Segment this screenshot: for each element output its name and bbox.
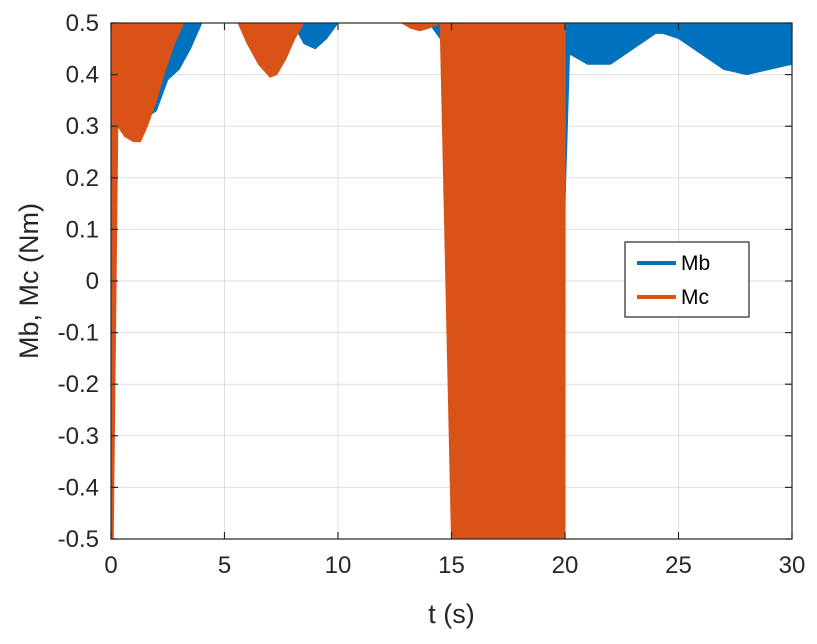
- y-axis-title: Mb, Mc (Nm): [14, 203, 44, 359]
- y-tick-label: -0.3: [58, 423, 99, 450]
- x-tick-label: 30: [779, 552, 806, 579]
- x-tick-label: 10: [325, 552, 352, 579]
- y-tick-label: -0.1: [58, 320, 99, 347]
- y-tick-label: 0.1: [66, 216, 99, 243]
- y-tick-label: -0.4: [58, 474, 99, 501]
- y-tick-label: -0.2: [58, 371, 99, 398]
- y-tick-label: -0.5: [58, 526, 99, 553]
- y-tick-label: 0: [86, 268, 99, 295]
- x-tick-label: 0: [104, 552, 117, 579]
- x-tick-label: 5: [218, 552, 231, 579]
- legend-label-mb: Mb: [681, 252, 710, 275]
- x-tick-label: 20: [552, 552, 579, 579]
- legend-box: [624, 241, 750, 318]
- legend-label-mc: Mc: [681, 286, 709, 309]
- legend: Mb Mc: [624, 241, 750, 318]
- x-axis-title: t (s): [428, 599, 475, 629]
- x-tick-label: 15: [438, 552, 465, 579]
- x-tick-label: 25: [665, 552, 692, 579]
- ticks: 0 5 10 15 20 25 30 0.5 0.4 0.3 0.2 0.1 0 -0.1 -0.2 -0.3…: [58, 10, 806, 579]
- y-tick-label: 0.3: [66, 113, 99, 140]
- y-tick-label: 0.2: [66, 165, 99, 192]
- y-tick-label: 0.4: [66, 62, 99, 89]
- y-tick-label: 0.5: [66, 10, 99, 37]
